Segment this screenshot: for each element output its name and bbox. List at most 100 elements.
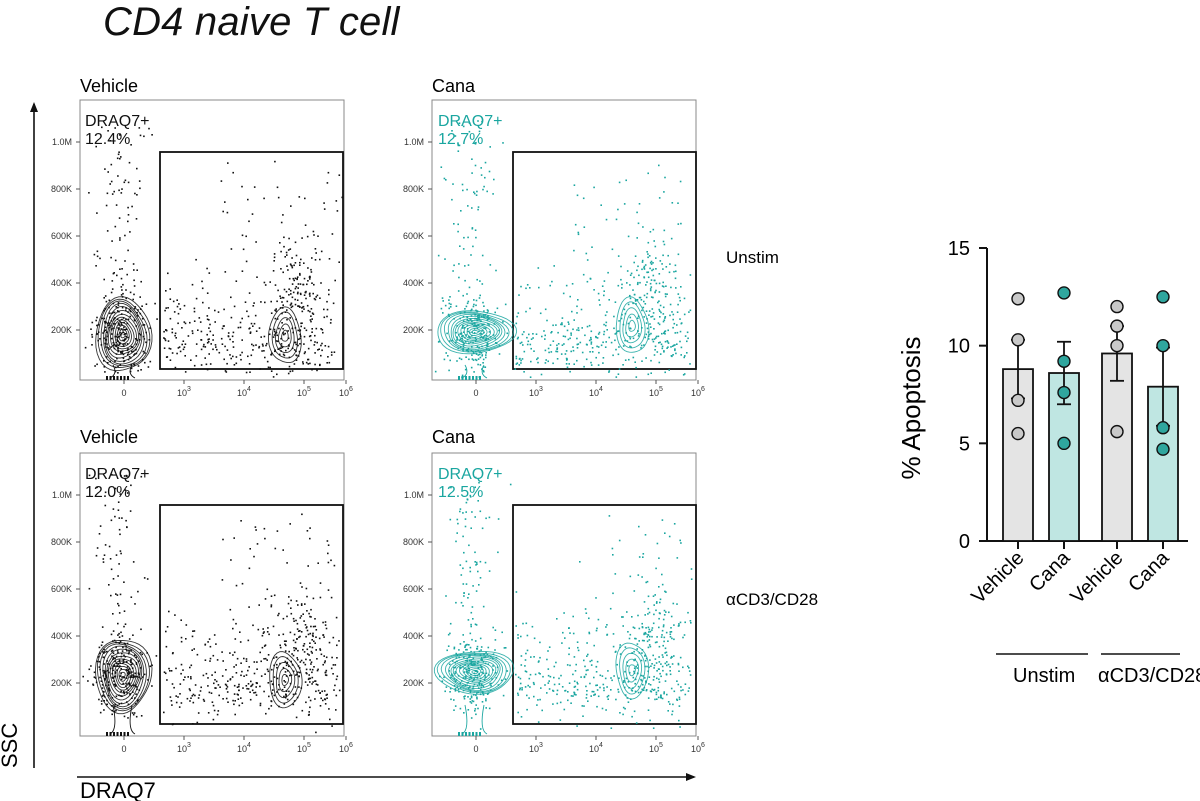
event-dot (259, 704, 262, 707)
event-dot (468, 544, 470, 547)
data-point (1057, 354, 1071, 368)
event-dot (254, 691, 257, 694)
event-dot (637, 685, 640, 688)
event-dot (658, 678, 660, 681)
event-dot (553, 683, 556, 686)
event-dot (672, 313, 675, 316)
density-contour (118, 328, 128, 342)
event-dot (656, 542, 659, 545)
event-dot (467, 264, 470, 266)
event-dot (647, 373, 650, 376)
event-dot (122, 343, 124, 346)
density-contour (271, 311, 298, 359)
event-dot (654, 349, 656, 351)
event-dot (328, 293, 330, 296)
density-contour (116, 325, 130, 345)
event-dot (563, 325, 566, 328)
event-dot (516, 315, 518, 318)
event-dot (121, 188, 123, 190)
event-dot (573, 680, 576, 683)
event-dot (283, 354, 286, 357)
gate-label: DRAQ7+ (438, 466, 502, 483)
event-dot (662, 306, 665, 309)
event-dot (177, 322, 179, 325)
event-dot (517, 634, 519, 636)
event-dot (300, 603, 303, 605)
event-dot (307, 565, 309, 567)
event-dot (110, 633, 113, 636)
event-dot (471, 354, 473, 356)
event-dot (479, 353, 481, 356)
event-dot (211, 701, 214, 703)
event-dot (641, 259, 644, 262)
event-dot (201, 280, 203, 283)
event-dot (501, 631, 503, 634)
y-tick-label: 1.0M (52, 137, 72, 147)
event-dot (523, 331, 525, 333)
event-dot (649, 288, 652, 290)
event-dot (240, 674, 242, 677)
event-dot (237, 694, 239, 696)
event-dot (492, 626, 494, 629)
event-dot (189, 689, 191, 692)
event-dot (592, 690, 595, 693)
event-dot (126, 492, 129, 494)
event-dot (123, 475, 126, 477)
event-dot (167, 340, 170, 342)
event-dot (449, 359, 451, 362)
event-dot (115, 695, 118, 698)
event-dot (229, 608, 232, 611)
event-dot (279, 297, 282, 299)
event-dot (671, 355, 673, 358)
event-dot (676, 557, 679, 559)
event-dot (677, 303, 679, 306)
event-dot (615, 698, 617, 701)
event-dot (308, 335, 311, 338)
event-dot (95, 477, 97, 480)
event-dot (463, 331, 465, 333)
event-dot (645, 357, 647, 359)
event-dot (232, 618, 235, 621)
event-dot (254, 526, 257, 528)
event-dot (214, 671, 216, 674)
event-dot (230, 296, 232, 299)
gate-label: DRAQ7+ (85, 466, 149, 483)
event-dot (142, 350, 145, 353)
event-dot (232, 627, 234, 630)
event-dot (308, 276, 311, 278)
event-dot (583, 365, 585, 368)
event-dot (654, 594, 656, 596)
event-dot (644, 534, 647, 536)
event-dot (651, 629, 653, 631)
event-dot (163, 671, 166, 673)
event-dot (232, 654, 234, 656)
event-dot (651, 338, 654, 341)
event-dot (637, 335, 640, 337)
event-dot (180, 640, 183, 643)
event-dot (564, 637, 566, 639)
event-dot (270, 354, 273, 356)
event-dot (137, 699, 139, 701)
event-dot (547, 674, 550, 677)
event-dot (110, 180, 113, 183)
event-dot (303, 327, 306, 329)
event-dot (673, 322, 676, 325)
event-dot (444, 304, 447, 307)
event-dot (546, 692, 548, 694)
event-dot (174, 332, 177, 335)
event-dot (293, 363, 296, 365)
event-dot (249, 548, 251, 550)
event-dot (668, 369, 670, 371)
event-dot (171, 328, 174, 330)
event-dot (123, 326, 125, 328)
event-dot (462, 651, 465, 653)
event-dot (657, 696, 660, 699)
event-dot (504, 678, 507, 680)
event-dot (678, 705, 681, 707)
event-dot (458, 144, 461, 147)
event-dot (595, 597, 597, 599)
event-dot (110, 519, 113, 522)
event-dot (544, 334, 546, 337)
event-dot (478, 674, 480, 676)
event-dot (87, 680, 89, 682)
